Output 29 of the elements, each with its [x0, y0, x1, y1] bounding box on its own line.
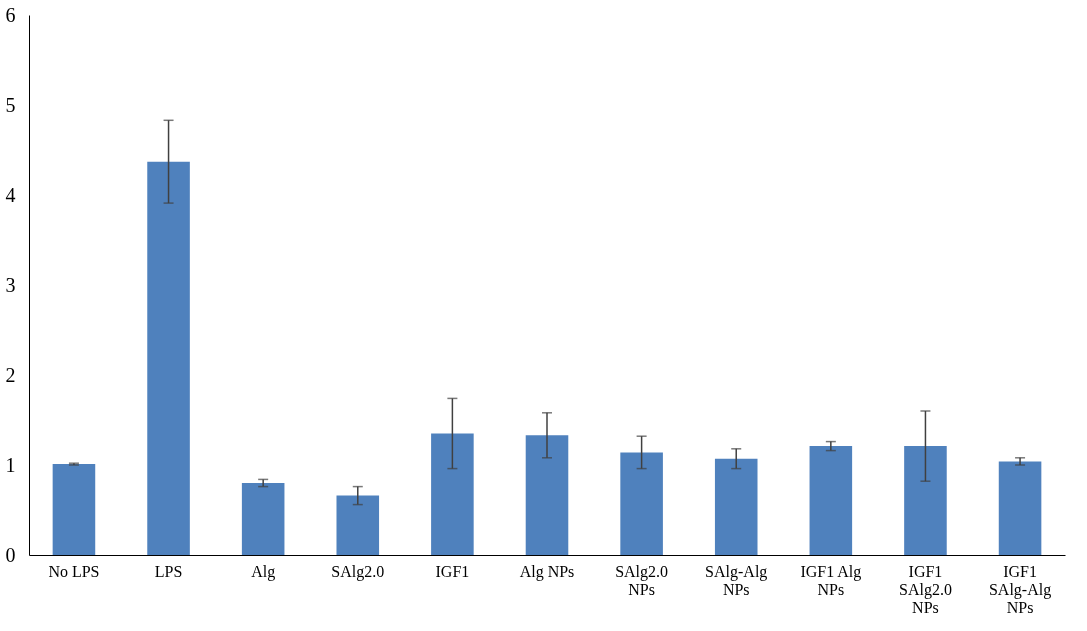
bar	[904, 446, 947, 555]
x-tick-label: IGF1 SAlg-Alg NPs	[988, 562, 1052, 616]
x-tick-label: IGF1 SAlg2.0 NPs	[898, 562, 952, 616]
bar	[998, 461, 1042, 555]
bar	[241, 483, 285, 555]
bar	[809, 446, 853, 555]
y-tick-label: 2	[5, 363, 16, 386]
y-tick-label: 1	[5, 453, 16, 476]
bar	[147, 161, 190, 555]
bar	[620, 452, 663, 555]
x-tick-label: No LPS	[48, 562, 100, 580]
y-tick-label: 3	[5, 273, 16, 296]
x-tick-label: Alg NPs	[519, 562, 575, 581]
y-tick-label: 0	[5, 543, 16, 566]
x-tick-label: IGF1 Alg NPs	[800, 562, 862, 598]
bar	[714, 458, 758, 555]
y-tick-label: 4	[5, 183, 16, 206]
x-tick-label: LPS	[154, 562, 183, 580]
bar	[52, 464, 96, 555]
bar	[525, 435, 569, 555]
x-tick-label: Alg	[251, 562, 276, 581]
bar	[431, 433, 474, 555]
x-tick-label: SAlg-Alg NPs	[705, 562, 768, 598]
bar	[336, 495, 380, 555]
x-tick-label: SAlg2.0	[331, 562, 385, 581]
x-tick-label: SAlg2.0 NPs	[615, 562, 669, 598]
y-tick-label: 6	[5, 3, 16, 26]
x-tick-label: IGF1	[435, 562, 470, 580]
y-tick-label: 5	[5, 93, 16, 116]
